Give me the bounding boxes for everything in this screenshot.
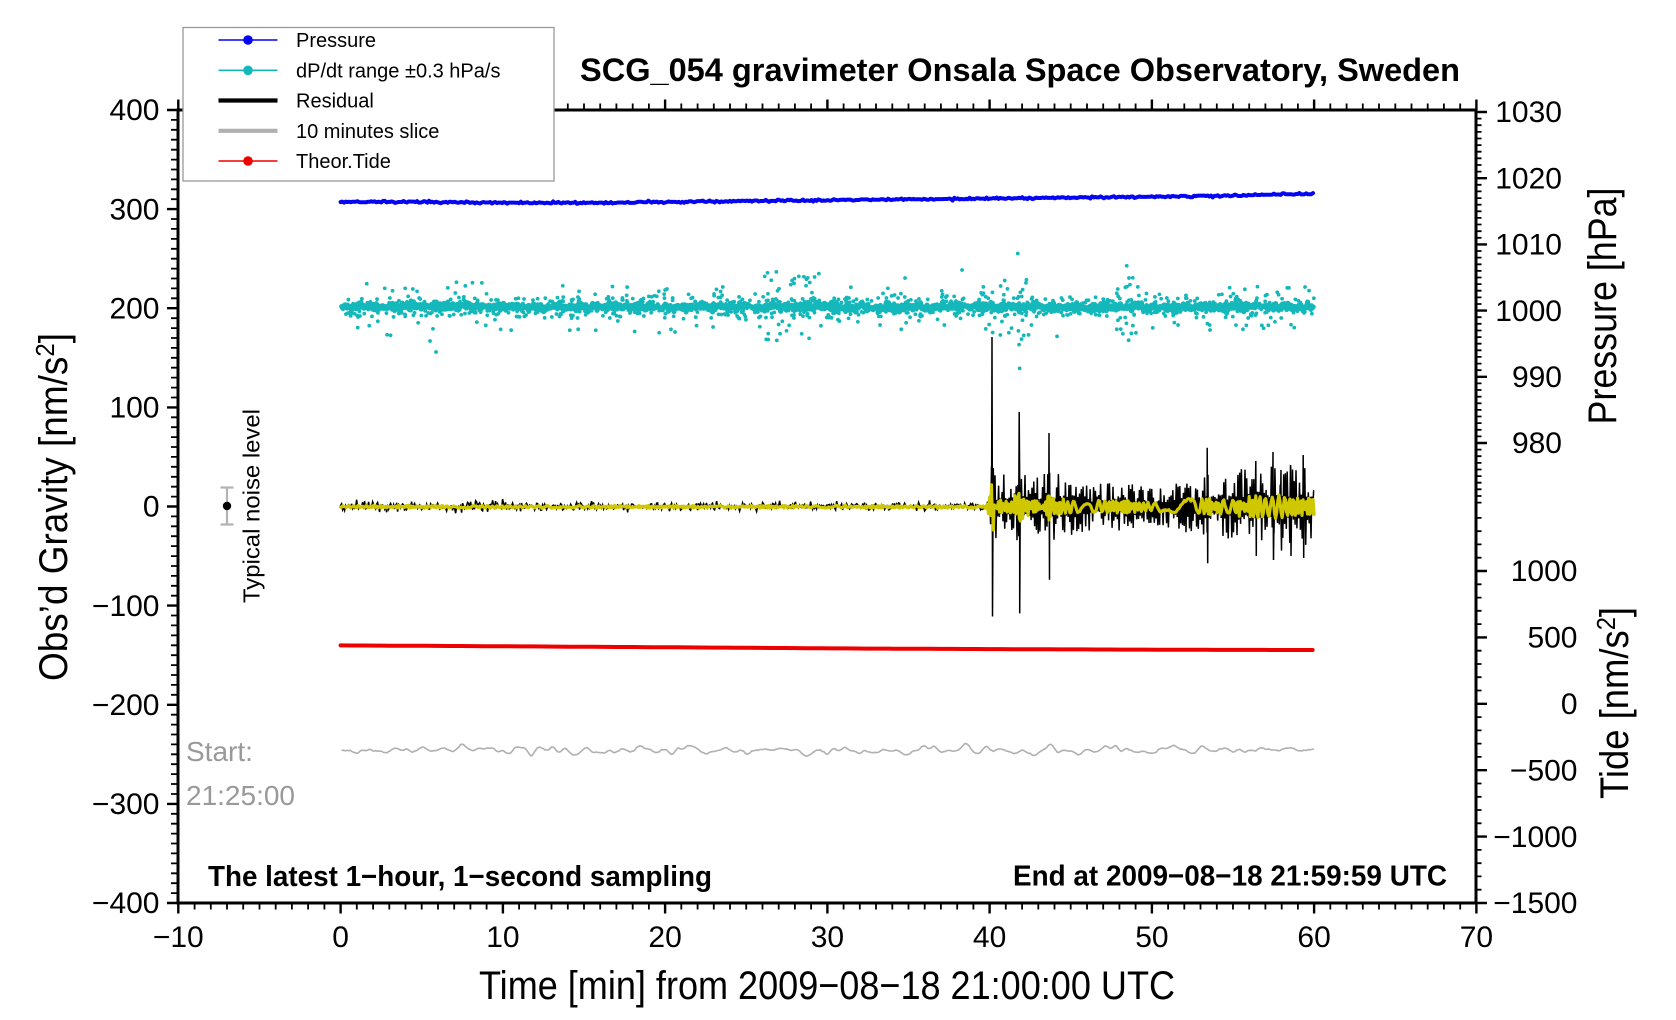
svg-text:−400: −400 (92, 887, 160, 920)
svg-text:Residual: Residual (296, 91, 374, 113)
svg-text:dP/dt range ±0.3 hPa/s: dP/dt range ±0.3 hPa/s (296, 61, 500, 83)
svg-text:50: 50 (1135, 921, 1168, 954)
svg-text:980: 980 (1512, 427, 1562, 460)
svg-text:0: 0 (1561, 688, 1578, 721)
svg-text:1020: 1020 (1495, 162, 1562, 195)
svg-text:−1500: −1500 (1493, 887, 1577, 920)
svg-text:Start:: Start: (186, 736, 253, 767)
svg-text:0: 0 (332, 921, 349, 954)
svg-text:1000: 1000 (1511, 555, 1578, 588)
svg-text:300: 300 (109, 193, 159, 226)
svg-text:−200: −200 (92, 689, 160, 722)
svg-text:−100: −100 (92, 590, 160, 623)
svg-text:−10: −10 (153, 921, 204, 954)
svg-text:0: 0 (143, 491, 160, 524)
svg-text:400: 400 (109, 94, 159, 127)
svg-text:Tide [nm/s2]: Tide [nm/s2] (1591, 607, 1637, 799)
svg-text:SCG_054 gravimeter Onsala Spac: SCG_054 gravimeter Onsala Space Observat… (580, 52, 1460, 88)
svg-text:200: 200 (109, 292, 159, 325)
svg-text:End at 2009−08−18 21:59:59 UTC: End at 2009−08−18 21:59:59 UTC (1013, 861, 1447, 893)
svg-text:60: 60 (1297, 921, 1330, 954)
svg-text:−300: −300 (92, 788, 160, 821)
svg-text:The latest 1−hour, 1−second sa: The latest 1−hour, 1−second sampling (208, 861, 712, 893)
svg-text:990: 990 (1512, 361, 1562, 394)
svg-text:500: 500 (1527, 622, 1577, 655)
svg-text:Pressure: Pressure (296, 30, 376, 52)
svg-text:21:25:00: 21:25:00 (186, 780, 295, 811)
svg-text:10: 10 (486, 921, 519, 954)
svg-text:10 minutes slice: 10 minutes slice (296, 121, 439, 143)
svg-text:Pressure [hPa]: Pressure [hPa] (1581, 188, 1625, 425)
svg-text:70: 70 (1460, 921, 1493, 954)
svg-text:Theor.Tide: Theor.Tide (296, 151, 391, 173)
svg-text:−500: −500 (1510, 754, 1578, 787)
svg-text:20: 20 (648, 921, 681, 954)
svg-text:30: 30 (811, 921, 844, 954)
svg-text:1000: 1000 (1495, 295, 1562, 328)
svg-text:Time [min] from 2009−08−18 21:: Time [min] from 2009−08−18 21:00:00 UTC (479, 964, 1175, 1008)
svg-text:40: 40 (973, 921, 1006, 954)
svg-text:Obs’d Gravity [nm/s2]: Obs’d Gravity [nm/s2] (30, 333, 76, 681)
svg-text:−1000: −1000 (1493, 821, 1577, 854)
svg-text:1030: 1030 (1495, 96, 1562, 129)
svg-text:1010: 1010 (1495, 229, 1562, 262)
svg-text:100: 100 (109, 392, 159, 425)
svg-text:Typical noise level: Typical noise level (239, 409, 265, 603)
